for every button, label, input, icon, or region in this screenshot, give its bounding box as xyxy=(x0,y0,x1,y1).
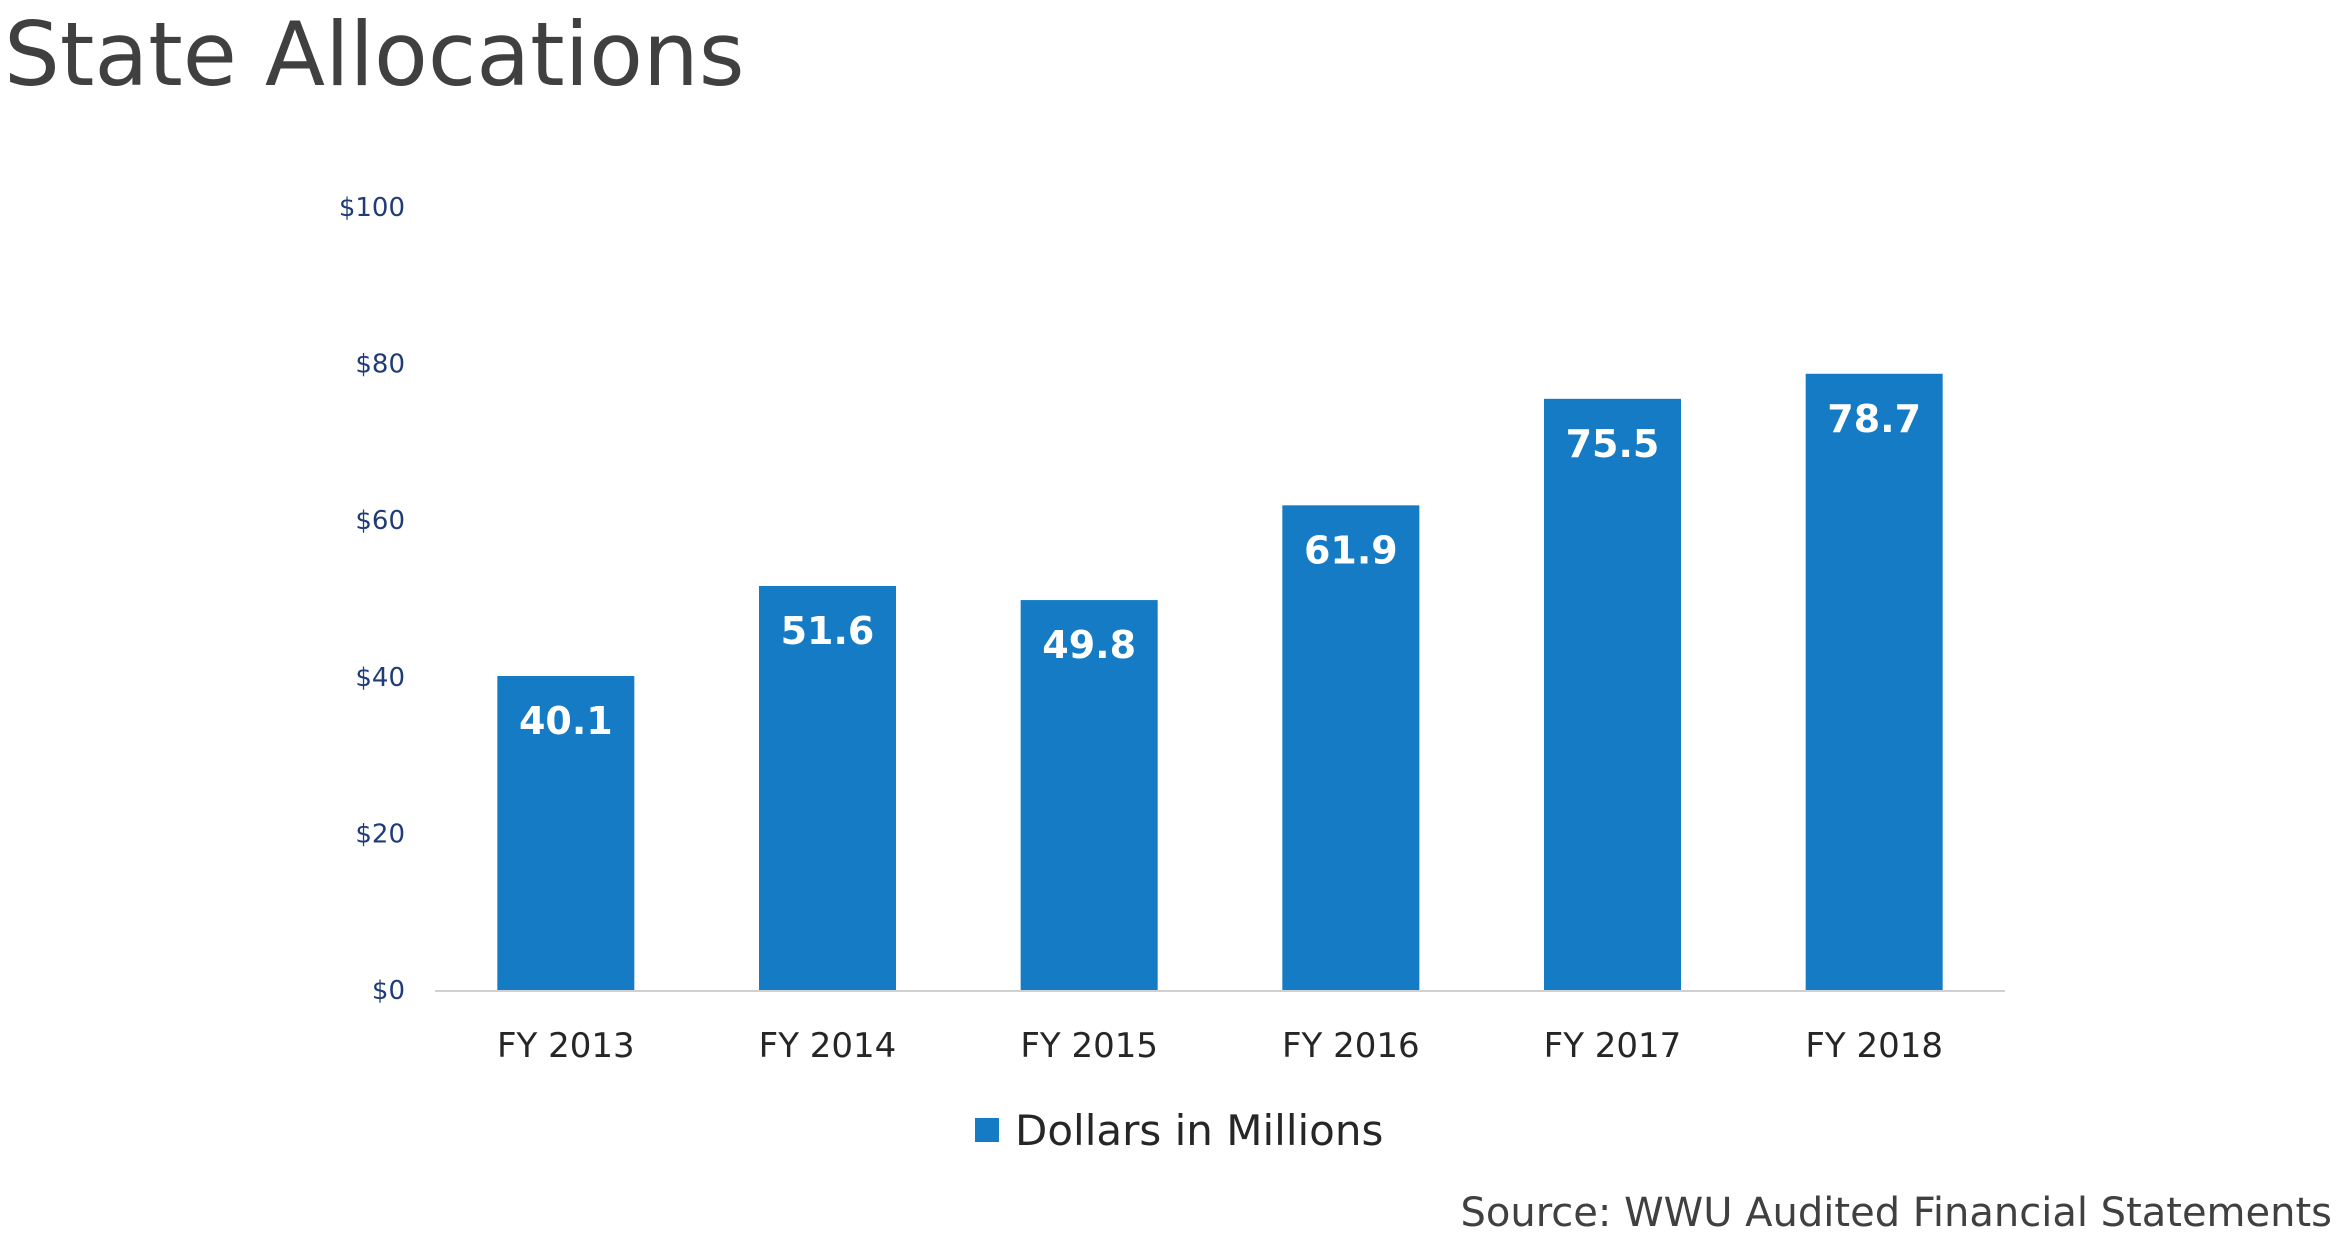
x-tick-label: FY 2018 xyxy=(1805,1026,1943,1066)
x-tick-label: FY 2013 xyxy=(497,1026,635,1066)
x-axis-labels: FY 2013 FY 2014 FY 2015 FY 2016 FY 2017 FY 20… xyxy=(497,1026,1943,1066)
data-label: 61.9 xyxy=(1304,528,1398,572)
data-label: 75.5 xyxy=(1566,422,1660,466)
x-tick-label: FY 2014 xyxy=(759,1026,897,1066)
bar xyxy=(497,676,635,990)
data-label: 40.1 xyxy=(519,699,613,743)
legend-swatch xyxy=(975,1118,999,1142)
legend-label: Dollars in Millions xyxy=(1015,1106,1383,1155)
x-tick-label: FY 2015 xyxy=(1020,1026,1158,1066)
y-tick-label: $20 xyxy=(355,819,405,849)
x-tick-label: FY 2016 xyxy=(1282,1026,1420,1066)
bar xyxy=(1805,373,1943,990)
y-tick-label: $100 xyxy=(339,193,405,223)
bar xyxy=(759,585,896,990)
y-tick-label: $40 xyxy=(355,663,405,693)
chart-title: State Allocations xyxy=(4,3,745,106)
data-label: 49.8 xyxy=(1042,623,1136,667)
legend: Dollars in Millions xyxy=(975,1106,1383,1155)
x-tick-label: FY 2017 xyxy=(1544,1026,1682,1066)
source-note: Source: WWU Audited Financial Statements xyxy=(1460,1190,2332,1236)
data-labels: 40.1 51.6 49.8 61.9 75.5 78.7 xyxy=(519,397,1921,743)
y-tick-label: $60 xyxy=(355,506,405,536)
y-tick-label: $0 xyxy=(372,976,405,1006)
data-label: 78.7 xyxy=(1827,397,1921,441)
data-label: 51.6 xyxy=(781,609,875,653)
y-axis-labels: $0 $20 $40 $60 $80 $100 xyxy=(339,193,405,1006)
bar xyxy=(1282,505,1420,990)
bar xyxy=(1020,600,1158,990)
bars xyxy=(497,373,1943,991)
bar xyxy=(1544,398,1681,991)
y-tick-label: $80 xyxy=(355,350,405,380)
